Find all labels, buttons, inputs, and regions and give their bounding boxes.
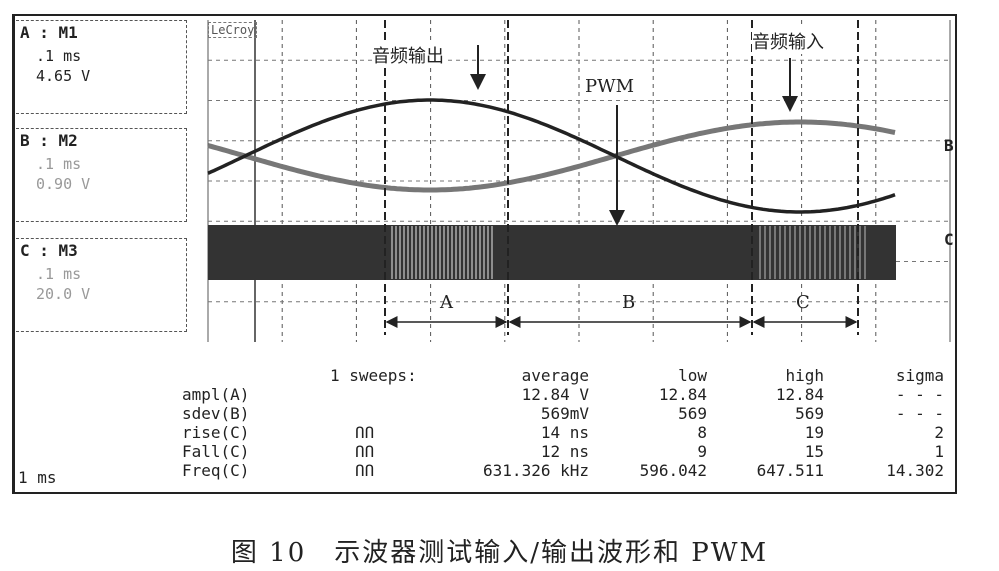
audio-input-trace — [207, 119, 896, 193]
scope-frame — [12, 14, 957, 494]
meas-header-low: low — [678, 366, 707, 385]
channel-title: A : M1 — [20, 23, 78, 42]
meas-low: 9 — [697, 442, 707, 461]
meas-low: 12.84 — [658, 385, 707, 404]
meas-average: 12 ns — [540, 442, 589, 461]
label-region-b: B — [622, 292, 636, 313]
label-region-c: C — [796, 292, 810, 313]
meas-header-high: high — [785, 366, 824, 385]
meas-icon: ՈՈ — [355, 423, 375, 442]
meas-sigma: - - - — [895, 385, 944, 404]
meas-sigma: 1 — [934, 442, 944, 461]
meas-name: Freq(C) — [182, 461, 250, 480]
channel-volts: 0.90 V — [36, 175, 91, 193]
audio-output-trace — [207, 98, 896, 214]
meas-average: 569mV — [540, 404, 589, 423]
channel-title: B : M2 — [20, 131, 78, 150]
channel-panel-a: A : M1 .1 ms 4.65 V — [16, 20, 187, 114]
meas-header-sigma: sigma — [895, 366, 944, 385]
meas-name: Fall(C) — [182, 442, 250, 461]
channel-volts: 4.65 V — [36, 67, 91, 85]
meas-high: 12.84 — [775, 385, 824, 404]
channel-volts: 20.0 V — [36, 285, 91, 303]
meas-sigma: - - - — [895, 404, 944, 423]
channel-panel-b: B : M2 .1 ms 0.90 V — [16, 128, 187, 222]
channel-panel-c: C : M3 .1 ms 20.0 V — [16, 238, 187, 332]
meas-icon: ՈՈ — [355, 461, 375, 480]
trace-label-b: B — [944, 136, 954, 155]
meas-high: 569 — [795, 404, 824, 423]
meas-sigma: 14.302 — [886, 461, 944, 480]
meas-low: 596.042 — [639, 461, 707, 480]
trace-label-c: C — [944, 230, 954, 249]
meas-high: 647.511 — [756, 461, 824, 480]
meas-name: sdev(B) — [182, 404, 250, 423]
meas-average: 631.326 kHz — [483, 461, 589, 480]
meas-header-average: average — [521, 366, 589, 385]
meas-sigma: 2 — [934, 423, 944, 442]
channel-title: C : M3 — [20, 241, 78, 260]
meas-icon: ՈՈ — [355, 442, 375, 461]
meas-header-sweeps: 1 sweeps: — [330, 366, 417, 385]
meas-low: 569 — [678, 404, 707, 423]
label-audio-in: 音频输入 — [752, 28, 824, 54]
meas-name: rise(C) — [182, 423, 250, 442]
meas-name: ampl(A) — [182, 385, 250, 404]
label-region-a: A — [440, 292, 453, 313]
channel-time: .1 ms — [36, 47, 82, 65]
meas-low: 8 — [697, 423, 707, 442]
pwm-trace — [208, 225, 896, 280]
channel-time: .1 ms — [36, 155, 82, 173]
figure-caption: 图 10 示波器测试输入/输出波形和 PWM — [230, 538, 769, 568]
label-pwm: PWM — [585, 76, 635, 97]
brand-logo: LeCroy — [208, 22, 258, 38]
timebase: 1 ms — [18, 468, 57, 487]
meas-high: 19 — [804, 423, 824, 442]
meas-average: 14 ns — [540, 423, 589, 442]
label-audio-out: 音频输出 — [372, 42, 444, 68]
channel-time: .1 ms — [36, 265, 82, 283]
meas-high: 15 — [804, 442, 824, 461]
waveform-plot — [207, 20, 951, 342]
meas-average: 12.84 V — [521, 385, 589, 404]
